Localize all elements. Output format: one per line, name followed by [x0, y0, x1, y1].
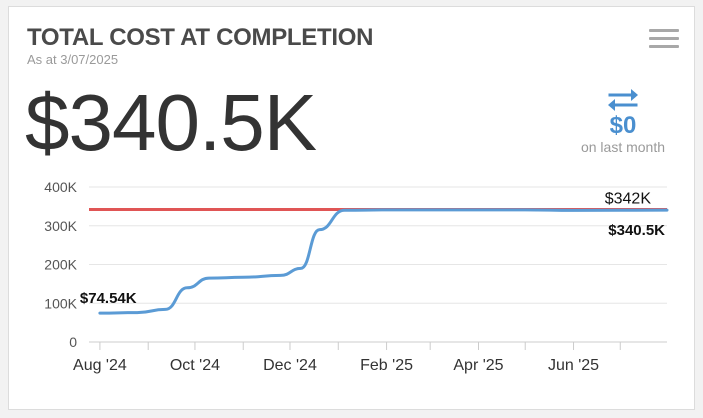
- swap-arrows-icon: [608, 89, 638, 111]
- chart-data-labels: $74.54K $342K $340.5K: [80, 190, 665, 307]
- cost-line-chart: 0 100K 200K 300K 400K Aug '24 Oct '24 Dec '24 F…: [44, 179, 669, 374]
- chart-series: [89, 207, 669, 315]
- y-axis: 0 100K 200K 300K 400K: [44, 179, 77, 350]
- data-label-start: $74.54K: [80, 290, 137, 307]
- forecast-line: [98, 208, 669, 315]
- data-label-budget: $342K: [605, 190, 652, 207]
- hamburger-menu-icon[interactable]: [647, 27, 681, 51]
- y-tick-label: 400K: [44, 179, 77, 195]
- as-at-date: As at 3/07/2025: [27, 52, 119, 67]
- x-tick-label: Apr '25: [453, 357, 503, 374]
- total-cost-value: $340.5K: [25, 78, 317, 167]
- x-tick-label: Dec '24: [263, 357, 317, 374]
- cost-at-completion-card: TOTAL COST AT COMPLETION As at 3/07/2025…: [8, 6, 695, 410]
- x-tick-label: Aug '24: [73, 357, 127, 374]
- x-tick-label: Feb '25: [360, 357, 413, 374]
- change-label: on last month: [580, 139, 666, 156]
- x-axis: Aug '24 Oct '24 Dec '24 Feb '25 Apr '25 Jun '…: [73, 342, 621, 374]
- x-tick-label: Oct '24: [170, 357, 220, 374]
- y-tick-label: 200K: [44, 257, 77, 273]
- y-tick-label: 100K: [44, 295, 77, 311]
- y-tick-label: 0: [69, 334, 77, 350]
- data-label-forecast: $340.5K: [608, 222, 665, 239]
- x-tick-label: Jun '25: [548, 357, 599, 374]
- change-value: $0: [609, 112, 637, 139]
- y-tick-label: 300K: [44, 218, 77, 234]
- chart-grid: [89, 186, 667, 343]
- monthly-change: $0 on last month: [569, 87, 677, 155]
- card-title: TOTAL COST AT COMPLETION: [27, 24, 374, 51]
